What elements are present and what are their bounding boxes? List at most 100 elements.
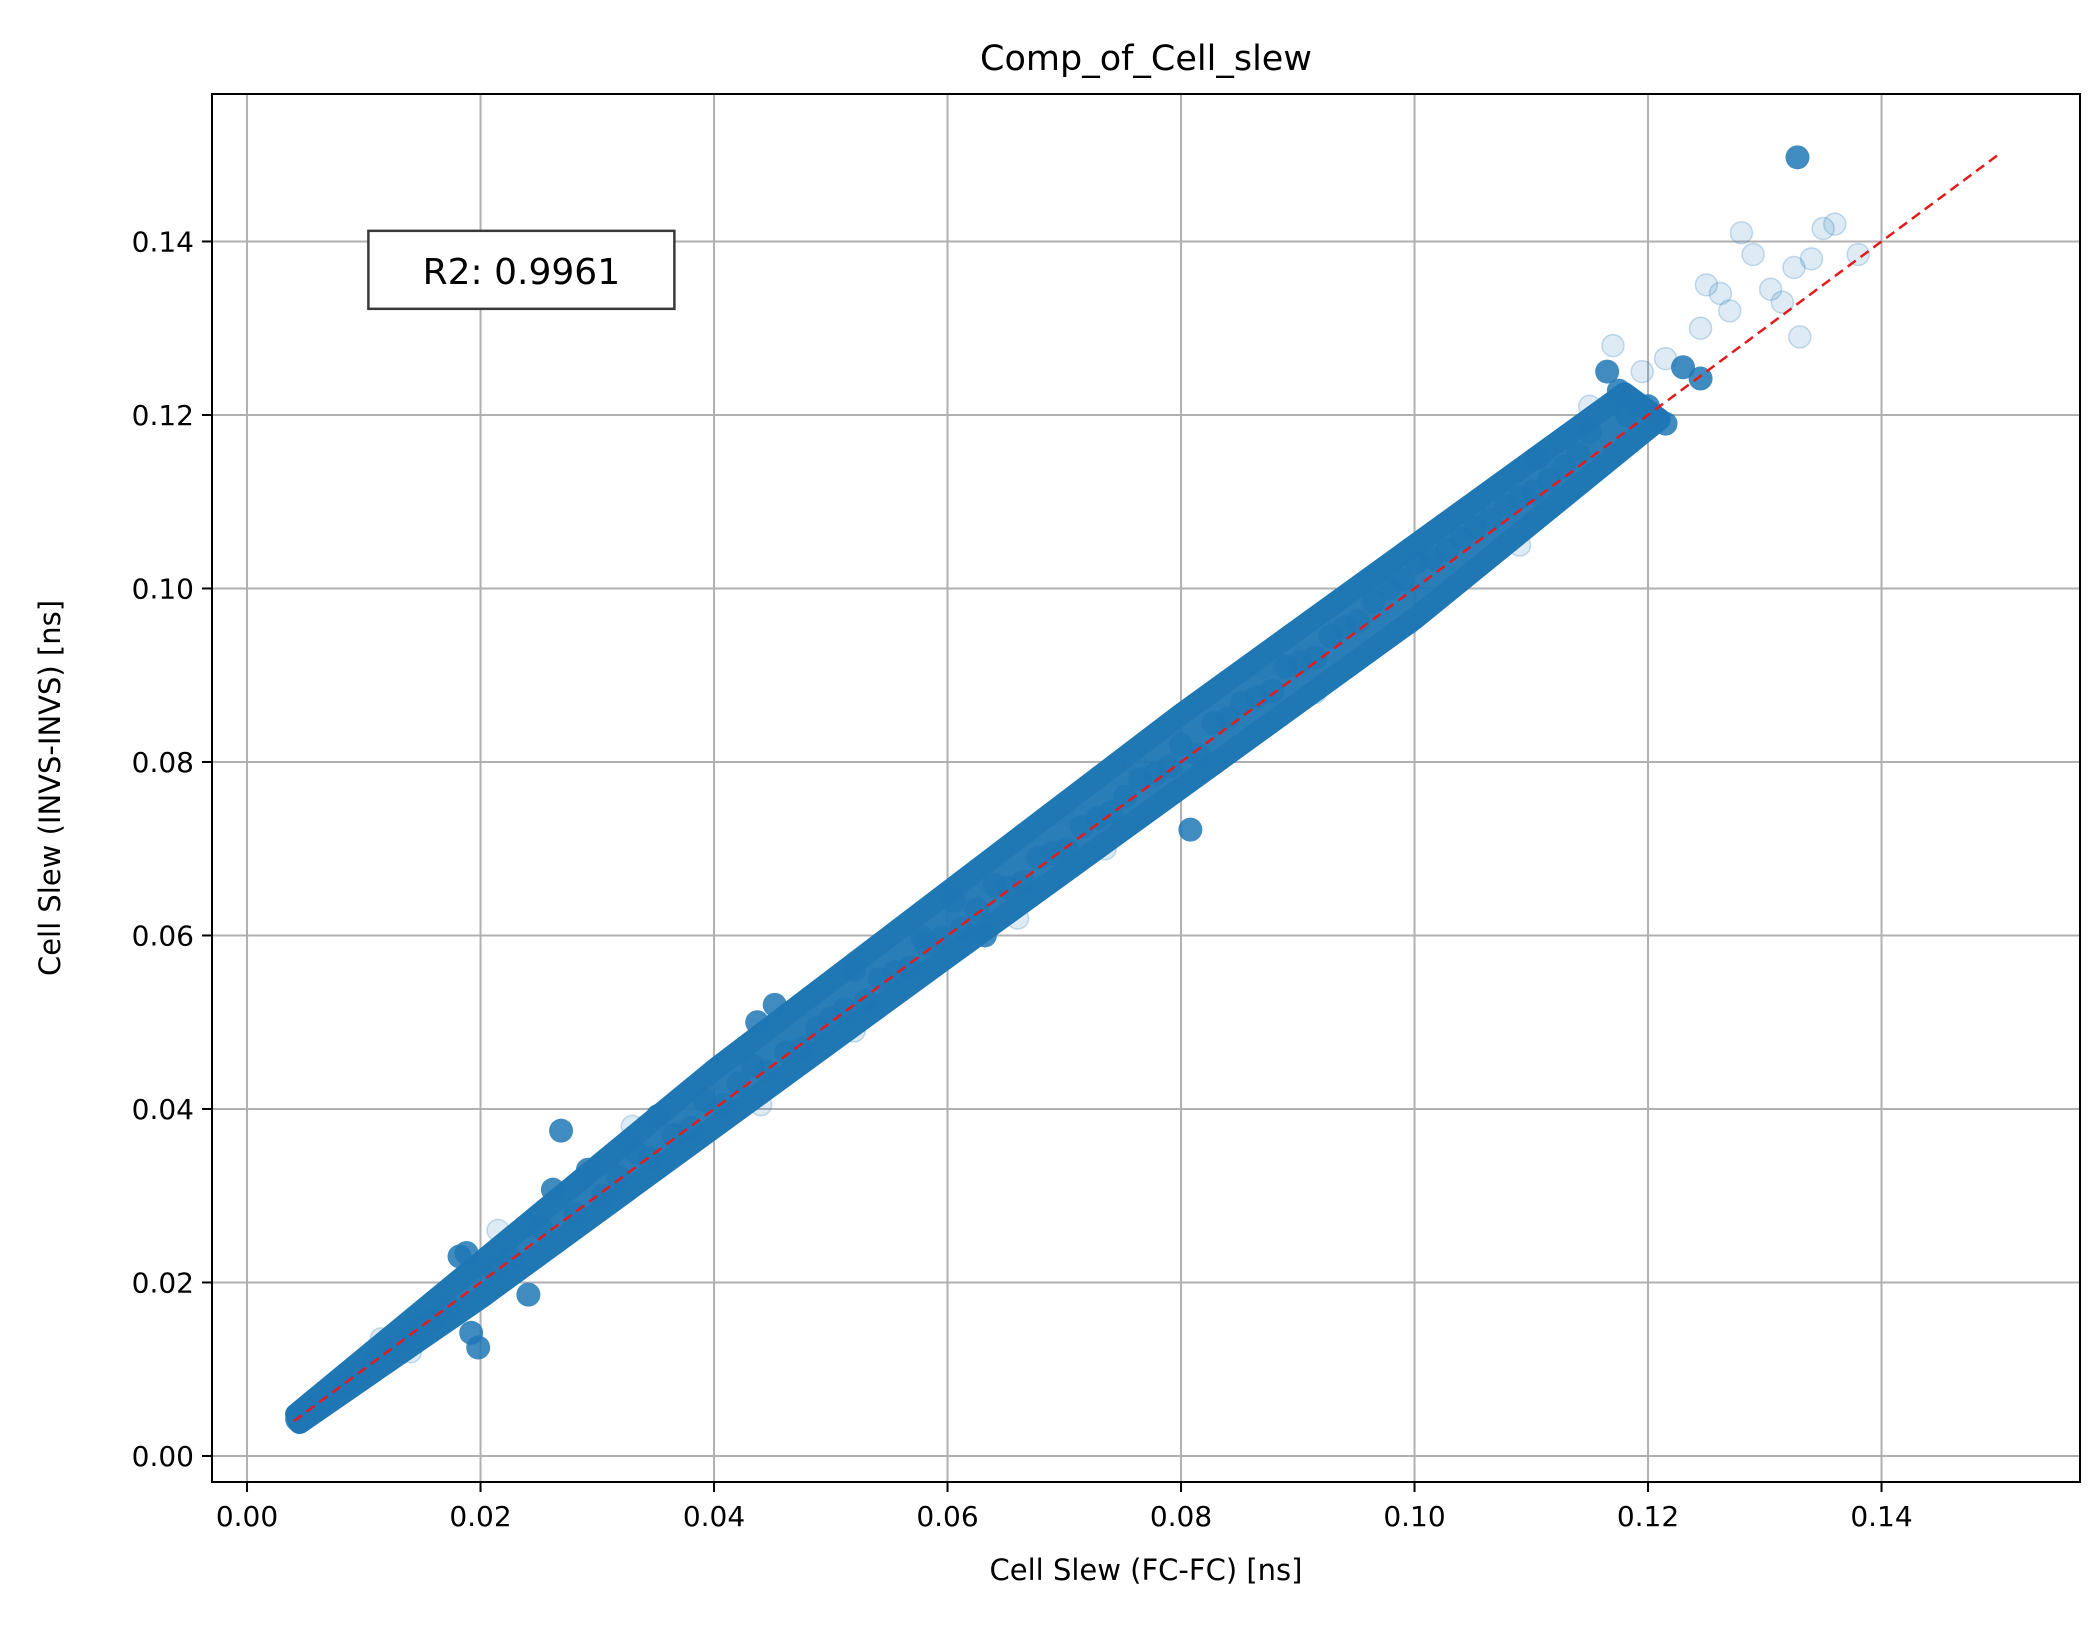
data-point — [1688, 366, 1713, 391]
faint-data-point — [1718, 299, 1742, 323]
data-point — [1653, 411, 1678, 436]
data-point — [516, 1282, 541, 1307]
faint-data-point — [795, 993, 820, 1017]
x-tick-label: 0.06 — [916, 1500, 978, 1533]
data-point — [1303, 645, 1328, 670]
data-point — [1157, 754, 1182, 779]
data-point — [745, 1010, 770, 1035]
data-point — [1346, 609, 1371, 634]
y-tick-label: 0.06 — [132, 919, 194, 952]
faint-data-point — [1303, 680, 1328, 705]
faint-data-point — [1093, 836, 1117, 861]
reference-line — [292, 153, 2000, 1423]
data-point — [454, 1240, 479, 1265]
faint-data-point — [1782, 255, 1806, 280]
y-tick-label: 0.04 — [132, 1093, 194, 1126]
data-point — [941, 888, 966, 913]
data-point — [726, 1070, 751, 1095]
data-point — [1112, 784, 1137, 809]
faint-data-point — [1811, 216, 1835, 241]
data-point — [853, 988, 878, 1013]
r2-annotation-box — [367, 229, 676, 311]
faint-data-point — [1708, 281, 1733, 306]
faint-data-point — [1758, 277, 1783, 301]
data-point — [1565, 442, 1590, 467]
plot-frame — [211, 93, 2081, 1483]
faint-data-point — [1251, 654, 1275, 679]
data-point — [898, 955, 923, 980]
chart-title: Comp_of_Cell_slew — [980, 39, 1312, 79]
x-tick-label: 0.10 — [1383, 1500, 1445, 1533]
data-point — [1577, 420, 1602, 445]
y-tick-label: 0.00 — [132, 1440, 194, 1473]
faint-data-point — [1630, 359, 1654, 384]
data-point — [1215, 706, 1240, 731]
faint-data-point — [748, 1092, 773, 1117]
x-tick-label: 0.00 — [216, 1500, 278, 1533]
data-point — [1169, 732, 1194, 757]
data-point — [1615, 402, 1640, 427]
faint-data-point — [1577, 394, 1602, 419]
data-point — [540, 1177, 565, 1202]
axis-ticks: 0.00 0.02 0.04 0.06 0.08 0.10 0.12 0.14 0.00 0.02… — [132, 225, 1913, 1533]
data-point — [1606, 378, 1631, 403]
faint-data-point — [1052, 802, 1077, 826]
x-tick-label: 0.12 — [1617, 1500, 1679, 1533]
data-point — [1260, 678, 1285, 703]
data-point — [1595, 359, 1620, 384]
data-point — [1390, 567, 1415, 592]
faint-data-point — [1688, 316, 1713, 340]
data-point — [606, 1164, 631, 1189]
x-tick-label: 0.08 — [1150, 1500, 1212, 1533]
r2-annotation: R2: 0.9961 — [367, 229, 676, 311]
faint-data-point — [1005, 906, 1030, 930]
y-tick-label: 0.14 — [132, 225, 194, 258]
data-point — [1636, 394, 1661, 419]
data-point — [789, 1036, 814, 1061]
data-point — [842, 958, 867, 983]
data-point — [1525, 446, 1550, 471]
faint-data-point — [1729, 221, 1754, 245]
data-point — [1671, 355, 1696, 380]
faint-data-point — [1507, 533, 1532, 557]
data-point — [1178, 817, 1203, 842]
data-point — [1785, 145, 1810, 170]
reference-line-group — [292, 153, 2000, 1423]
y-tick-label: 0.12 — [132, 399, 194, 432]
data-point — [575, 1157, 600, 1182]
data-point — [762, 992, 787, 1017]
data-point — [711, 1092, 736, 1117]
faint-data-point — [1396, 611, 1421, 635]
y-tick-label: 0.08 — [132, 746, 194, 779]
r2-annotation-text: R2: 0.9961 — [423, 252, 620, 293]
y-tick-label: 0.02 — [132, 1266, 194, 1299]
x-axis-title: Cell Slew (FC-FC) [ns] — [990, 1553, 1303, 1587]
x-tick-label: 0.04 — [683, 1500, 745, 1533]
data-point — [645, 1103, 670, 1128]
data-point — [466, 1335, 491, 1360]
faint-data-point — [1741, 242, 1765, 267]
faint-points — [369, 212, 1870, 1364]
faint-data-point — [1694, 273, 1719, 297]
faint-data-point — [1823, 212, 1847, 236]
grid-lines — [212, 94, 2080, 1482]
y-axis-title: Cell Slew (INVS-INVS) [ns] — [33, 600, 67, 976]
data-point — [972, 923, 997, 948]
data-point — [692, 1088, 717, 1113]
data-point — [549, 1118, 574, 1143]
data-point — [1054, 836, 1079, 861]
faint-data-point — [620, 1114, 645, 1139]
faint-data-point — [1846, 242, 1870, 267]
x-tick-label: 0.14 — [1850, 1500, 1912, 1533]
y-tick-label: 0.10 — [132, 572, 194, 605]
data-point — [964, 897, 989, 922]
x-tick-label: 0.02 — [449, 1500, 511, 1533]
data-point — [949, 916, 974, 941]
faint-data-point — [1601, 333, 1625, 358]
faint-data-point — [1799, 247, 1824, 271]
faint-data-point — [842, 1019, 866, 1043]
faint-data-point — [1788, 325, 1812, 349]
faint-data-point — [486, 1218, 510, 1243]
faint-data-point — [1770, 290, 1795, 314]
